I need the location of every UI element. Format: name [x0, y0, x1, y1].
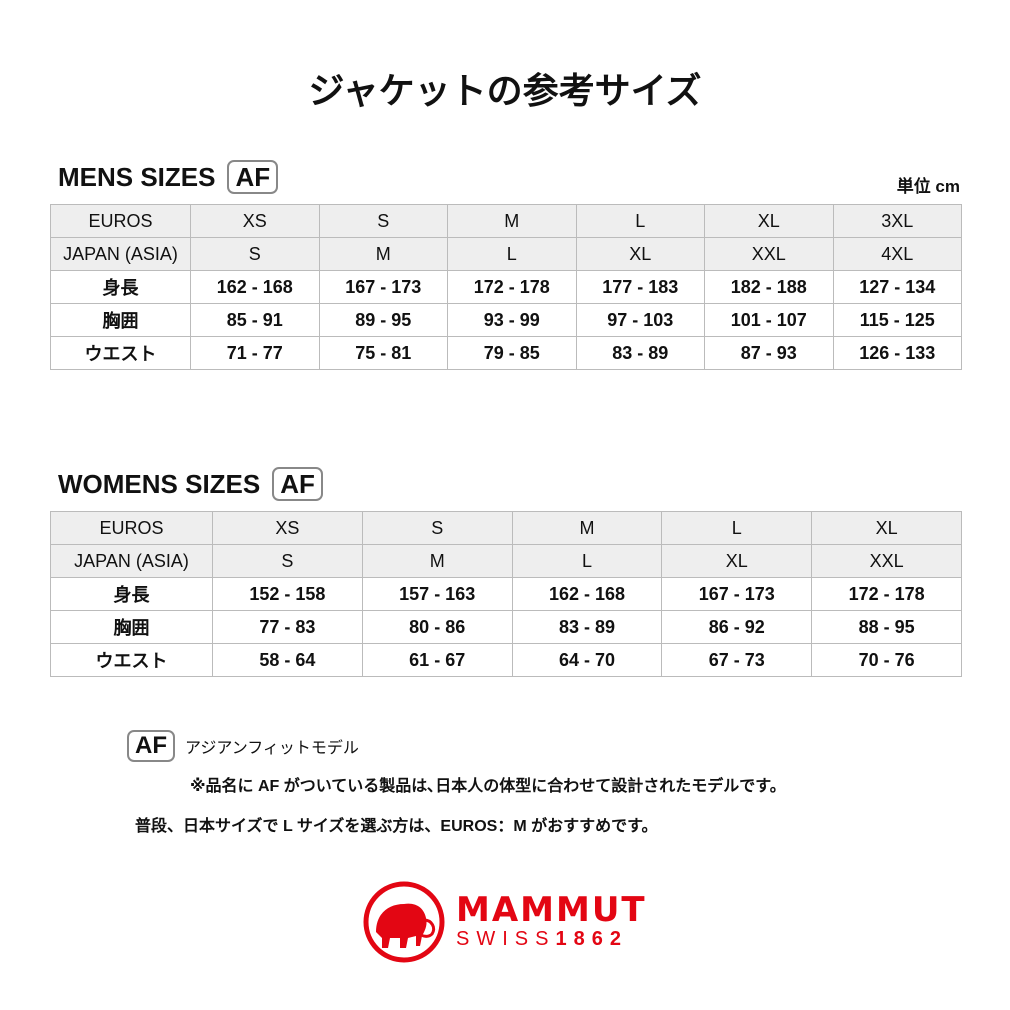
table-cell: 167 - 173: [318, 270, 448, 304]
table-row: 身長 152 - 158 157 - 163 162 - 168 167 - 173 17…: [50, 577, 962, 611]
table-cell: L: [511, 544, 663, 578]
page-title: ジャケットの参考サイズ: [308, 70, 702, 111]
table-row: 胸囲 85 - 91 89 - 95 93 - 99 97 - 103 101 - 107…: [50, 303, 962, 337]
table-cell: 89 - 95: [318, 303, 448, 337]
brand-year: 1862: [555, 928, 628, 950]
table-row: 胸囲 77 - 83 80 - 86 83 - 89 86 - 92 88 - 95: [50, 610, 962, 644]
table-cell: M: [318, 237, 448, 271]
row-label: JAPAN (ASIA): [50, 237, 191, 271]
table-cell: XL: [811, 511, 962, 545]
table-row: EUROS XS S M L XL 3XL: [50, 204, 962, 238]
table-cell: 80 - 86: [361, 610, 513, 644]
mammut-logo: MAMMUT SWISS1862: [362, 880, 647, 964]
row-label: 身長: [50, 270, 191, 304]
mens-heading: MENS SIZES AF: [58, 160, 279, 194]
table-cell: 58 - 64: [212, 643, 363, 677]
table-cell: 70 - 76: [811, 643, 962, 677]
row-label: ウエスト: [50, 336, 191, 370]
womens-size-table: EUROS XS S M L XL JAPAN (ASIA) S M L XL XXL 身長 152 - …: [50, 511, 962, 677]
table-cell: 126 - 133: [832, 336, 962, 370]
table-cell: L: [661, 511, 813, 545]
table-cell: XS: [212, 511, 363, 545]
table-row: JAPAN (ASIA) S M L XL XXL: [50, 544, 962, 578]
table-cell: XXL: [811, 544, 962, 578]
row-label: 胸囲: [50, 610, 213, 644]
table-cell: S: [361, 511, 513, 545]
af-legend: AF アジアンフィットモデル: [127, 730, 359, 762]
table-row: JAPAN (ASIA) S M L XL XXL 4XL: [50, 237, 962, 271]
mens-heading-text: MENS SIZES: [58, 161, 216, 192]
mens-size-table: EUROS XS S M L XL 3XL JAPAN (ASIA) S M L XL XXL 4XL 身長…: [50, 204, 962, 370]
row-label: EUROS: [50, 511, 213, 545]
table-cell: 86 - 92: [661, 610, 813, 644]
womens-heading-text: WOMENS SIZES: [58, 468, 261, 499]
table-cell: 64 - 70: [511, 643, 663, 677]
brand-sub: SWISS1862: [456, 927, 647, 951]
table-cell: 77 - 83: [212, 610, 363, 644]
table-cell: 83 - 89: [511, 610, 663, 644]
table-cell: 3XL: [832, 204, 962, 238]
table-cell: 61 - 67: [361, 643, 513, 677]
table-cell: 162 - 168: [511, 577, 663, 611]
table-cell: 88 - 95: [811, 610, 962, 644]
row-label: 胸囲: [50, 303, 191, 337]
brand-name: MAMMUT: [456, 890, 647, 930]
table-cell: 162 - 168: [190, 270, 320, 304]
table-row: ウエスト 58 - 64 61 - 67 64 - 70 67 - 73 70 - 76: [50, 643, 962, 677]
table-row: EUROS XS S M L XL: [50, 511, 962, 545]
table-cell: 87 - 93: [704, 336, 834, 370]
table-cell: 71 - 77: [190, 336, 320, 370]
row-label: JAPAN (ASIA): [50, 544, 213, 578]
table-cell: 157 - 163: [361, 577, 513, 611]
brand-swiss: SWISS: [456, 928, 556, 950]
table-cell: 4XL: [832, 237, 962, 271]
table-cell: XL: [575, 237, 705, 271]
table-cell: S: [190, 237, 320, 271]
table-cell: XL: [704, 204, 834, 238]
size-recommendation: 普段、日本サイズで L サイズを選ぶ方は、EUROS：M がおすすめです。: [135, 818, 658, 835]
table-cell: M: [361, 544, 513, 578]
table-cell: S: [318, 204, 448, 238]
table-cell: 93 - 99: [447, 303, 577, 337]
mammoth-icon: [363, 881, 445, 963]
table-cell: 152 - 158: [212, 577, 363, 611]
table-cell: 67 - 73: [661, 643, 813, 677]
table-cell: 167 - 173: [661, 577, 813, 611]
table-cell: 75 - 81: [318, 336, 448, 370]
table-cell: 172 - 178: [811, 577, 962, 611]
row-label: 身長: [50, 577, 213, 611]
table-cell: XS: [190, 204, 320, 238]
af-badge: AF: [272, 467, 323, 501]
unit-label: 単位 cm: [896, 177, 960, 196]
af-badge: AF: [127, 730, 175, 762]
table-cell: L: [575, 204, 705, 238]
womens-heading: WOMENS SIZES AF: [58, 467, 323, 501]
table-cell: XL: [661, 544, 813, 578]
table-cell: M: [447, 204, 577, 238]
table-cell: 85 - 91: [190, 303, 320, 337]
table-cell: 172 - 178: [447, 270, 577, 304]
table-cell: XXL: [704, 237, 834, 271]
table-cell: 79 - 85: [447, 336, 577, 370]
table-cell: 83 - 89: [575, 336, 705, 370]
table-cell: S: [212, 544, 363, 578]
table-row: ウエスト 71 - 77 75 - 81 79 - 85 83 - 89 87 - 93 1…: [50, 336, 962, 370]
table-cell: 127 - 134: [832, 270, 962, 304]
table-cell: 177 - 183: [575, 270, 705, 304]
af-badge: AF: [227, 160, 279, 194]
row-label: EUROS: [50, 204, 191, 238]
af-label: アジアンフィットモデル: [185, 740, 359, 757]
table-cell: 115 - 125: [832, 303, 962, 337]
af-description: ※品名に AF がついている製品は､日本人の体型に合わせて設計されたモデルです。: [190, 778, 786, 795]
table-cell: 182 - 188: [704, 270, 834, 304]
row-label: ウエスト: [50, 643, 213, 677]
table-cell: 101 - 107: [704, 303, 834, 337]
table-cell: M: [511, 511, 663, 545]
table-row: 身長 162 - 168 167 - 173 172 - 178 177 - 183 18…: [50, 270, 962, 304]
table-cell: 97 - 103: [575, 303, 705, 337]
table-cell: L: [447, 237, 577, 271]
